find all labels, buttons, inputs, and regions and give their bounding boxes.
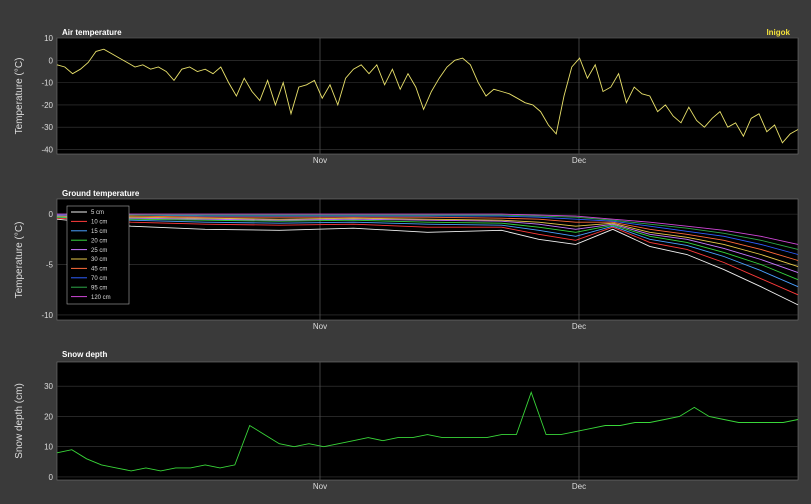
ground-temperature-series-line-10-cm: [56, 217, 799, 296]
snow-depth-series: [56, 390, 799, 472]
snow-depth-grid: [57, 362, 798, 480]
air-temperature-ytick-label: -20: [41, 101, 53, 110]
ground-temperature-legend: 5 cm 10 cm 15 cm 20 cm 25 cm 30 cm 45 cm 70 cm 9…: [66, 205, 130, 305]
ground-temperature-series-line-120-cm: [57, 213, 799, 245]
ground-temperature-series-line-5-cm: [56, 218, 799, 306]
legend-label: 5 cm: [91, 210, 104, 216]
air-temperature-ytick-label: -10: [41, 79, 53, 88]
air-temperature-ytick-label: -40: [41, 146, 53, 155]
air-temperature-ytick-label: 10: [44, 34, 53, 43]
air-temperature-xticks: Nov Dec: [313, 156, 586, 165]
snow-depth-ylabel: Snow depth (cm): [14, 383, 25, 459]
legend-label: 45 cm: [91, 267, 107, 273]
ground-temperature-series-line-70-cm: [57, 214, 799, 255]
ground-temperature-series-line-15-cm: [56, 216, 799, 288]
ground-temperature-series-line-95-cm: [56, 213, 799, 250]
ground-temperature-ytick-label: -10: [41, 311, 53, 320]
legend-label: 15 cm: [91, 229, 107, 235]
snow-depth-yticks: 0 10 20 30: [44, 382, 53, 482]
snow-depth-panel: Snow depth Snow depth (cm) 0 10 20 30 Nov De…: [14, 350, 799, 491]
legend-label: 25 cm: [91, 248, 107, 254]
air-temperature-ytick-label: 0: [49, 56, 54, 65]
air-temperature-series-line: [56, 48, 799, 144]
snow-depth-plot-area: [56, 361, 799, 481]
snow-depth-xticks: Nov Dec: [313, 482, 586, 491]
ground-temperature-series-line-30-cm: [56, 215, 799, 268]
air-temperature-ylabel: Temperature (°C): [14, 58, 25, 135]
ground-temperature-series-line-45-cm: [56, 214, 799, 261]
snow-depth-series-line: [56, 390, 799, 472]
station-label: Inigok: [766, 28, 790, 37]
snow-depth-ytick-label: 20: [44, 412, 53, 421]
air-temperature-panel: Air temperature Inigok Temperature (°C) …: [14, 28, 799, 165]
legend-label: 20 cm: [91, 238, 107, 244]
ground-temperature-ytick-label: -5: [46, 261, 54, 270]
snow-depth-ytick-label: 0: [49, 473, 54, 482]
air-temperature-series: [56, 48, 799, 144]
legend-label: 95 cm: [91, 285, 107, 291]
air-temperature-ytick-label: -30: [41, 123, 53, 132]
air-temperature-grid: [57, 37, 798, 154]
air-temperature-plot-area: [56, 37, 799, 155]
air-temperature-xtick-label: Nov: [313, 156, 327, 165]
ground-temperature-series-line-20-cm: [56, 216, 799, 281]
legend-label: 10 cm: [91, 220, 107, 226]
ground-temperature-xtick-label: Nov: [313, 322, 327, 331]
ground-temperature-ytick-label: 0: [49, 210, 54, 219]
ground-temperature-panel: Ground temperature Temperature (°C) 0 -5 -…: [14, 189, 799, 331]
snow-depth-xtick-label: Nov: [313, 482, 327, 491]
ground-temperature-yticks: 0 -5 -10: [41, 210, 53, 320]
ground-temperature-xtick-label: Dec: [572, 322, 586, 331]
air-temperature-title: Air temperature: [62, 28, 122, 37]
air-temperature-xtick-label: Dec: [572, 156, 586, 165]
ground-temperature-ylabel: Temperature (°C): [14, 222, 25, 299]
snow-depth-title: Snow depth: [62, 350, 107, 359]
legend-label: 70 cm: [91, 276, 107, 282]
ground-temperature-title: Ground temperature: [62, 189, 140, 198]
legend-label: 120 cm: [91, 295, 111, 301]
legend-label: 30 cm: [91, 257, 107, 263]
snow-depth-ytick-label: 10: [44, 443, 53, 452]
air-temperature-yticks: 10 0 -10 -20 -30 -40: [41, 34, 53, 155]
ground-temperature-series-line-25-cm: [56, 215, 799, 274]
snow-depth-xtick-label: Dec: [572, 482, 586, 491]
ground-temperature-xticks: Nov Dec: [313, 322, 586, 331]
ground-temperature-series: [56, 213, 799, 306]
snow-depth-ytick-label: 30: [44, 382, 53, 391]
